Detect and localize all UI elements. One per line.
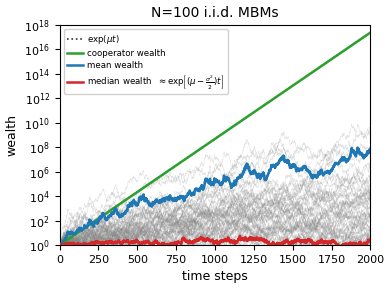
mean wealth [355, 146, 360, 149]
mean wealth [64, 234, 69, 238]
mean wealth [74, 230, 79, 233]
Legend: $\exp(\mu t)$, cooperator wealth, mean wealth, median wealth  $\approx\exp\!\lef: $\exp(\mu t)$, cooperator wealth, mean w… [64, 29, 228, 94]
median wealth  $\approx\exp\!\left[(\mu-\frac{\sigma^2}{2})t\right]$ [173, 241, 177, 244]
median wealth  $\approx\exp\!\left[(\mu-\frac{\sigma^2}{2})t\right]$ [57, 243, 62, 247]
mean wealth [57, 243, 62, 247]
median wealth  $\approx\exp\!\left[(\mu-\frac{\sigma^2}{2})t\right]$ [74, 243, 79, 247]
cooperator wealth [85, 225, 90, 228]
$\exp(\mu t)$ [57, 243, 62, 247]
mean wealth [85, 224, 90, 227]
cooperator wealth [368, 31, 373, 34]
cooperator wealth [313, 68, 318, 72]
median wealth  $\approx\exp\!\left[(\mu-\frac{\sigma^2}{2})t\right]$ [85, 243, 90, 247]
Line: $\exp(\mu t)$: $\exp(\mu t)$ [60, 33, 370, 245]
$\exp(\mu t)$ [64, 239, 69, 242]
$\exp(\mu t)$ [173, 164, 177, 168]
cooperator wealth [57, 243, 62, 247]
median wealth  $\approx\exp\!\left[(\mu-\frac{\sigma^2}{2})t\right]$ [368, 239, 373, 243]
$\exp(\mu t)$ [368, 31, 373, 34]
Y-axis label: wealth: wealth [5, 114, 19, 156]
median wealth  $\approx\exp\!\left[(\mu-\frac{\sigma^2}{2})t\right]$ [244, 238, 249, 242]
cooperator wealth [64, 239, 69, 242]
mean wealth [313, 174, 318, 177]
cooperator wealth [173, 164, 177, 168]
median wealth  $\approx\exp\!\left[(\mu-\frac{\sigma^2}{2})t\right]$ [64, 242, 69, 245]
median wealth  $\approx\exp\!\left[(\mu-\frac{\sigma^2}{2})t\right]$ [337, 247, 342, 251]
$\exp(\mu t)$ [313, 68, 318, 72]
Line: median wealth  $\approx\exp\!\left[(\mu-\frac{\sigma^2}{2})t\right]$: median wealth $\approx\exp\!\left[(\mu-\… [60, 236, 370, 249]
Line: cooperator wealth: cooperator wealth [60, 33, 370, 245]
mean wealth [173, 197, 177, 201]
$\exp(\mu t)$ [74, 232, 79, 236]
$\exp(\mu t)$ [85, 225, 90, 228]
mean wealth [244, 166, 249, 170]
median wealth  $\approx\exp\!\left[(\mu-\frac{\sigma^2}{2})t\right]$ [313, 243, 318, 247]
Title: N=100 i.i.d. MBMs: N=100 i.i.d. MBMs [151, 5, 279, 20]
cooperator wealth [74, 232, 79, 236]
cooperator wealth [244, 116, 249, 119]
mean wealth [368, 147, 373, 151]
Line: mean wealth: mean wealth [60, 148, 370, 245]
X-axis label: time steps: time steps [182, 271, 248, 284]
median wealth  $\approx\exp\!\left[(\mu-\frac{\sigma^2}{2})t\right]$ [238, 234, 242, 238]
$\exp(\mu t)$ [244, 116, 249, 119]
